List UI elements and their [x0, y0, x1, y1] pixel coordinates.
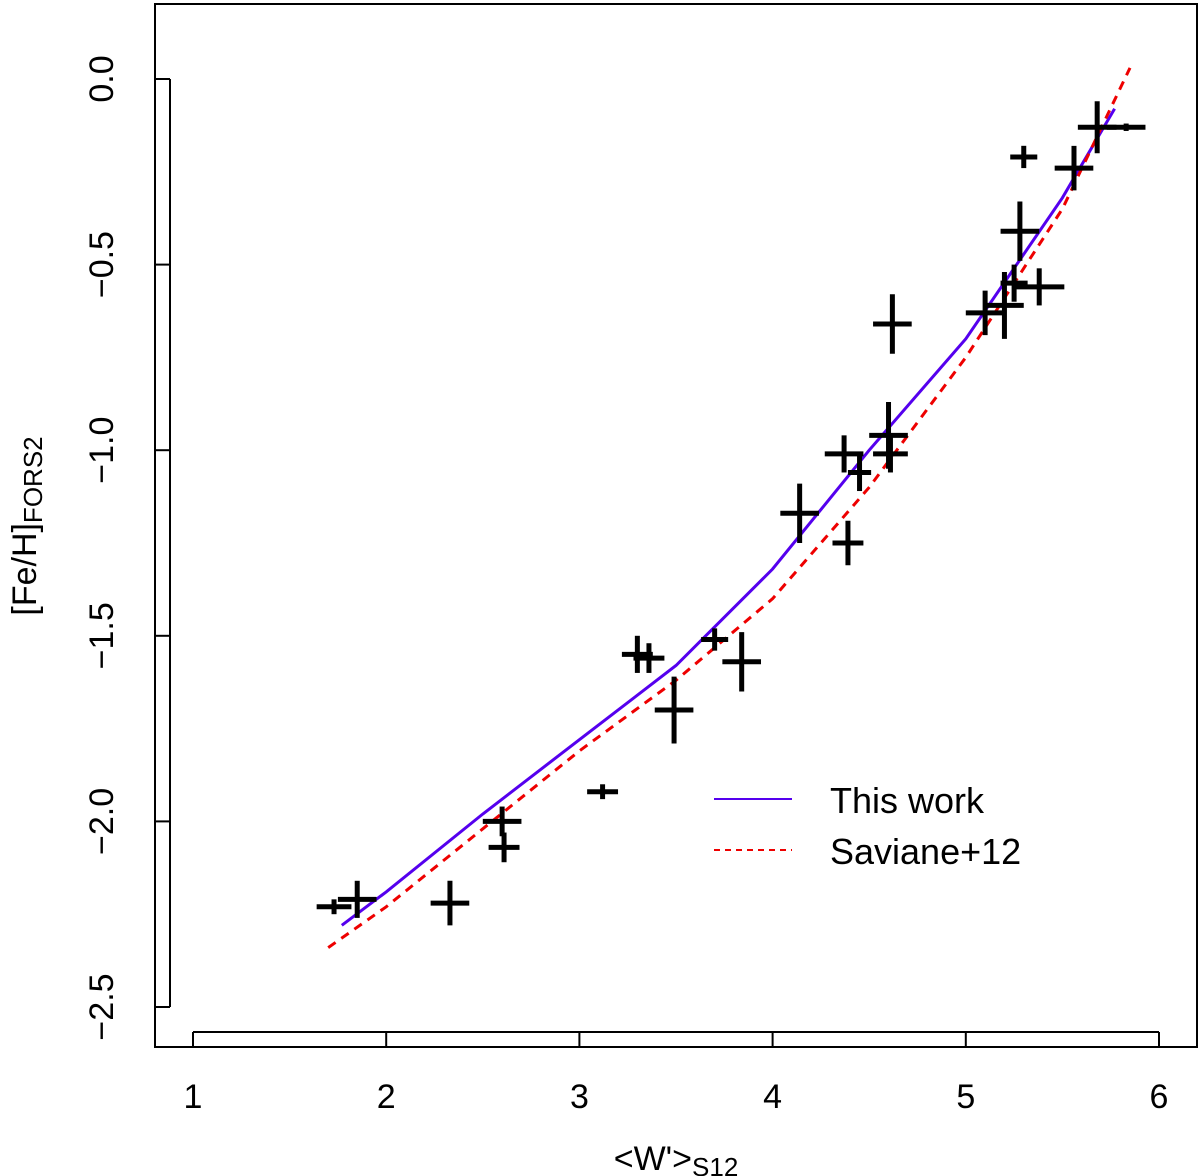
data-point	[824, 435, 864, 473]
legend-label-this-work: This work	[830, 780, 985, 821]
data-point	[654, 676, 694, 744]
data-point	[1000, 201, 1040, 261]
data-point	[847, 453, 872, 492]
fit-line-saviane	[327, 67, 1132, 949]
x-tick-label: 3	[570, 1078, 589, 1116]
plot-frame	[154, 3, 1198, 1048]
y-tick-label: −0.5	[83, 231, 121, 298]
data-point	[1014, 268, 1065, 306]
data-point	[1106, 123, 1146, 131]
x-axis: 1 2 3 4 5 6	[184, 1031, 1169, 1116]
data-point	[1010, 145, 1038, 169]
data-point	[965, 290, 1005, 336]
data-point	[832, 520, 864, 566]
fit-line-this-work	[340, 107, 1116, 927]
legend: This work Saviane+12	[714, 780, 1021, 872]
data-point	[337, 880, 377, 918]
data-point	[488, 832, 520, 863]
x-tick-label: 2	[377, 1078, 396, 1116]
y-tick-label: −1.5	[83, 602, 121, 669]
x-tick-label: 1	[184, 1078, 203, 1116]
data-point	[873, 435, 908, 473]
y-axis-label: [Fe/H]FORS2	[6, 436, 48, 615]
data-point	[316, 899, 352, 915]
x-axis-label: <W'>S12	[614, 1140, 739, 1176]
y-tick-label: −2.0	[83, 788, 121, 855]
data-point	[722, 632, 762, 692]
data-point	[1000, 264, 1028, 302]
y-tick-label: −2.5	[83, 973, 121, 1040]
data-point	[482, 806, 522, 837]
data-point	[587, 784, 619, 800]
data-point	[1054, 145, 1094, 191]
legend-label-saviane: Saviane+12	[830, 831, 1021, 872]
data-point	[780, 483, 819, 543]
data-point	[701, 628, 729, 651]
data-point	[873, 294, 912, 354]
x-tick-label: 4	[763, 1078, 782, 1116]
data-point	[633, 643, 665, 673]
data-points	[316, 101, 1146, 926]
y-axis: 0.0 −0.5 −1.0 −1.5 −2.0 −2.5	[83, 55, 171, 1041]
y-tick-label: −1.0	[83, 417, 121, 484]
fit-curves	[327, 67, 1132, 949]
data-point	[430, 880, 470, 926]
x-tick-label: 6	[1150, 1078, 1169, 1116]
x-tick-label: 5	[956, 1078, 975, 1116]
y-tick-label: 0.0	[83, 55, 121, 102]
